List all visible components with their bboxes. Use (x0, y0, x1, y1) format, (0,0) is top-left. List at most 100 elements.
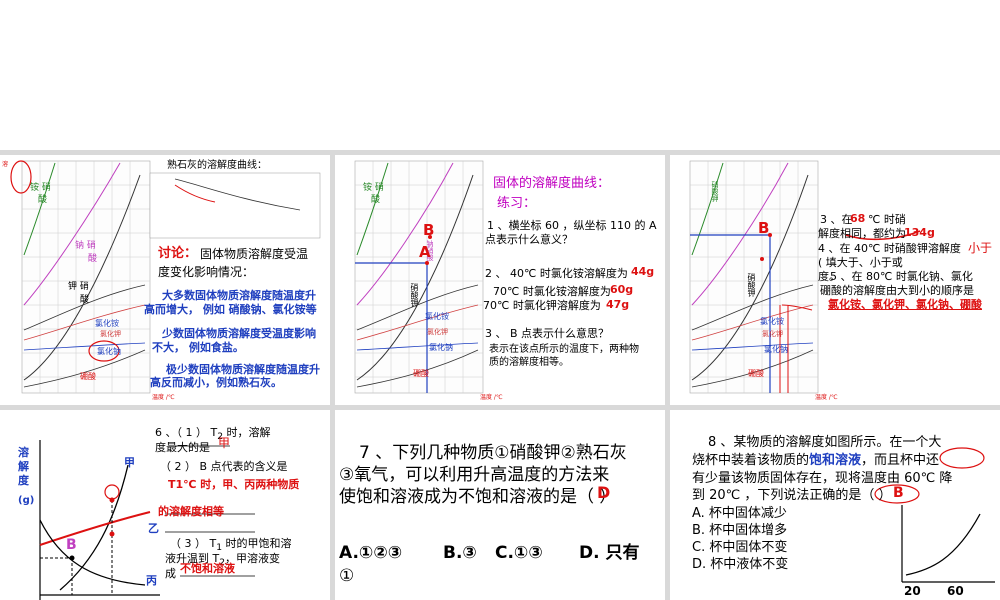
option-d[interactable]: D. 杯中液体不变 (692, 557, 789, 572)
slide2-title: 固体的溶解度曲线： (493, 176, 611, 191)
curve-label-boric-acid: 硼酸 (748, 369, 764, 378)
slide-4-thumbnail[interactable]: 溶 解 度 (g) 甲 乙 丙 B 6 、（ 1 ） T2 时，溶解 度最大的是… (0, 410, 330, 600)
x-tick-20: 20 (904, 584, 921, 598)
question-3-line-a2: ℃ 时硝 (868, 213, 906, 226)
question-2-answer-b: 60g (610, 283, 634, 296)
curve-label-bing: 丙 (146, 574, 157, 587)
question-3-line-a: 3 、在 (820, 213, 853, 226)
curve-label-sodium-chloride: 氯化钠 (429, 343, 453, 352)
y-axis-label-2: 解 (18, 460, 29, 473)
curve-label-sodium-nitrate: 钠硝酸 (426, 240, 434, 261)
question-5-answer: 氯化铵、氯化钾、氯化钠、硼酸 (828, 298, 982, 311)
question-2-answer-a: 44g (631, 265, 655, 278)
curve-label-nitrate: 硝酸钾 (711, 181, 719, 202)
slide-5-thumbnail[interactable]: 7 、下列几种物质①硝酸钾②熟石灰 ③氧气，可以利用升高温度的方法来 使饱和溶液… (335, 410, 665, 600)
question-6-line-f: 成 (165, 567, 176, 580)
curve-label-boric-acid: 硼酸 (80, 372, 96, 381)
question-4-line-a: 4 、在 40℃ 时硝酸钾溶解度 (818, 242, 961, 255)
curve-label-boric-acid: 硼酸 (413, 369, 429, 378)
x-axis-unit: 温度 /℃ (815, 394, 838, 401)
option-b[interactable]: B. 杯中固体增多 (692, 523, 788, 538)
curve-label-yi: 乙 (148, 522, 159, 535)
y-axis-label-1: 溶 (18, 446, 29, 459)
point1-line-a: 大多数固体物质溶解度随温度升 (162, 289, 316, 302)
slide-2-thumbnail[interactable]: 铵 硝 酸 硝酸钾 氯化铵 氯化钾 氯化钠 硼酸 钠硝酸 A B 温度 /℃ 固… (335, 155, 665, 405)
question-6-line-c: （ 2 ） B 点代表的含义是 (160, 460, 288, 473)
point1-line-b: 高而增大， 例如 硝酸钠、氯化铵等 (144, 303, 317, 316)
question-4-line-b: ( 填大于、小于或 (818, 256, 903, 269)
question-6-answer-3: 不饱和溶液 (180, 562, 235, 575)
point-b-label: B (66, 537, 77, 553)
curve-label-potassium-nitrate: 钾 硝 (68, 282, 89, 292)
option-a[interactable]: A. 杯中固体减少 (692, 506, 787, 521)
question-7-line-1: 7 、下列几种物质①硝酸钾②熟石灰 (359, 443, 627, 463)
curve-label-potassium-nitrate: 硝酸钾 (747, 273, 756, 297)
y-axis-unit: (g) (18, 495, 35, 506)
option-c[interactable]: C.①③ (495, 543, 543, 563)
option-c[interactable]: C. 杯中固体不变 (692, 540, 788, 555)
question-6-answer-1: 甲 (218, 436, 231, 450)
question-8-line-2: 烧杯中装着该物质的饱和溶液，而且杯中还 (692, 453, 940, 468)
option-d-cont: ① (339, 566, 355, 586)
question-4-line-c: 度。 (818, 270, 840, 283)
question-3-answer-b: 134g (904, 226, 935, 239)
curve-label-potassium-chloride: 氯化钾 (100, 330, 121, 338)
practice-label: 练习： (497, 196, 537, 211)
option-d[interactable]: D. 只有 (579, 543, 640, 563)
question-1-line-b: 点表示什么意义？ (485, 233, 573, 246)
question-1-line-a: 1 、横坐标 60 ，纵坐标 110 的 A (487, 219, 657, 232)
question-8-line-1: 8 、某物质的溶解度如图所示。在一个大 (708, 435, 942, 450)
question-6-line-a: 6 、（ 1 ） T2 时，溶解 (155, 426, 271, 443)
question-8-line-4: 到 20℃ ，下列说法正确的是（ ） (692, 488, 892, 503)
blank-header-area (0, 0, 1000, 150)
curve-label-ammonium-chloride: 氯化铵 (425, 312, 449, 321)
curve-label-ammonium-nitrate-2: 酸 (371, 195, 381, 205)
question-6-line-e: 液升温到 T2，甲溶液变 (165, 552, 281, 569)
question-2-line-a: 2 、 40℃ 时氯化铵溶解度为 (485, 267, 628, 280)
question-6-line-d: （ 3 ） T1 时的甲饱和溶 (170, 537, 292, 554)
point2-line-a: 少数固体物质溶解度受温度影响 (162, 327, 316, 340)
slide-6-thumbnail[interactable]: 8 、某物质的溶解度如图所示。在一个大 烧杯中装着该物质的饱和溶液，而且杯中还 … (670, 410, 1000, 600)
curve-label-sodium-nitrate-2: 酸 (88, 254, 98, 264)
point3-line-a: 极少数固体物质溶解度随温度升 (166, 363, 320, 376)
question-6-answer-2a: T1℃ 时，甲、丙两种物质 (168, 478, 300, 491)
curve-label-ammonium-chloride: 氯化铵 (760, 317, 784, 326)
curve-label-sodium-chloride: 氯化钠 (764, 345, 788, 354)
curve-label-potassium-chloride: 氯化钾 (762, 330, 783, 338)
question-2-line-b: 70℃ 时氯化铵溶解度为 (493, 285, 611, 298)
point-b-label: B (423, 221, 435, 239)
point-a-label: A (419, 243, 431, 261)
question-8-answer: B (893, 485, 904, 501)
solubility-mini-graph (874, 447, 995, 583)
slide-1-thumbnail[interactable]: 溶 熟石灰的溶解度曲线： 铵 硝 酸 钠 硝 酸 钾 硝 酸 氯化铵 氯化钾 氯… (0, 155, 330, 405)
curve-label-ammonium-nitrate: 铵 硝 (30, 183, 51, 193)
solubility-curve-diagram (39, 440, 255, 600)
question-8-line-3: 有少量该物质固体存在，现将温度由 60℃ 降 (692, 471, 953, 486)
slide1-title: 熟石灰的溶解度曲线： (167, 160, 267, 171)
question-7-answer: D (597, 483, 611, 502)
point3-line-b: 高反而减小，例如熟石灰。 (150, 376, 282, 389)
question-3-line-a: 3 、 B 点表示什么意思？ (485, 327, 610, 340)
question-7-line-2: ③氧气，可以利用升高温度的方法来 (339, 465, 610, 485)
y-axis-label-3: 度 (18, 474, 29, 487)
curve-label-sodium-chloride: 氯化钠 (97, 347, 121, 356)
y-axis-unit: 溶 (2, 161, 9, 168)
slide-3-thumbnail[interactable]: 硝酸钾 硝酸钾 氯化铵 氯化钾 氯化钠 硼酸 B 温度 /℃ 3 、在 68 ℃… (670, 155, 1000, 405)
solubility-chart-1 (10, 160, 321, 394)
curve-label-ammonium-nitrate: 铵 硝 (363, 183, 384, 193)
question-3-answer-a: 68 (850, 212, 866, 225)
curve-label-ammonium-chloride: 氯化铵 (95, 319, 119, 328)
option-a[interactable]: A.①②③ (339, 543, 403, 563)
discussion-text-1: 固体物质溶解度受温 (200, 247, 309, 261)
question-6-line-b: 度最大的是 (155, 441, 210, 454)
curve-label-jia: 甲 (124, 456, 135, 469)
question-3-line-b: 表示在该点所示的温度下，两种物 (489, 344, 639, 355)
option-b[interactable]: B.③ (443, 543, 477, 563)
curve-label-sodium-nitrate: 钠 硝 (75, 241, 96, 251)
question-2-line-c: 70℃ 时氯化钾溶解度为 (483, 299, 601, 312)
point2-line-b: 不大， 例如食盐。 (152, 341, 244, 354)
x-tick-60: 60 (947, 584, 964, 598)
curve-label-ammonium-nitrate-2: 酸 (38, 195, 48, 205)
discussion-text-2: 度变化影响情况： (158, 265, 255, 279)
question-2-answer-c: 47g (606, 298, 630, 311)
